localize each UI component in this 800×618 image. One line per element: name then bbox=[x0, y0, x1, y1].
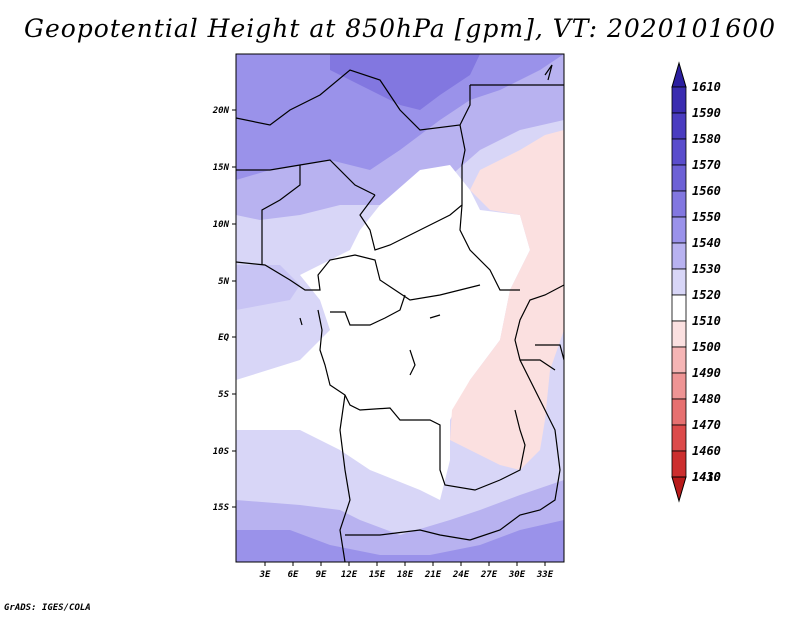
colorbar-segment bbox=[671, 138, 687, 166]
lon-label: 30E bbox=[508, 570, 526, 580]
lat-label: 10S bbox=[213, 447, 230, 457]
field-1500-east bbox=[450, 130, 564, 470]
colorbar-arrow-top bbox=[671, 61, 687, 88]
colorbar-segment bbox=[671, 164, 687, 192]
colorbar-label: 1590 bbox=[692, 106, 721, 120]
colorbar-segment bbox=[671, 372, 687, 400]
field-1510-center bbox=[236, 165, 530, 500]
colorbar-label: 1490 bbox=[692, 366, 721, 380]
lon-label: 6E bbox=[288, 570, 299, 580]
lon-label: 27E bbox=[480, 570, 498, 580]
colorbar-label: 1500 bbox=[692, 340, 721, 354]
lat-label: 15S bbox=[213, 503, 230, 513]
colorbar-label: 1610 bbox=[692, 80, 721, 94]
lon-label: 18E bbox=[397, 570, 414, 580]
colorbar-segment bbox=[671, 242, 687, 270]
colorbar-segment bbox=[671, 346, 687, 374]
colorbar-label: 1530 bbox=[692, 262, 721, 276]
colorbar-label: 1480 bbox=[692, 392, 721, 406]
lon-label: 15E bbox=[369, 570, 386, 580]
colorbar-label: 1410 bbox=[692, 470, 721, 484]
colorbar-label: 1510 bbox=[692, 314, 721, 328]
colorbar: 1610 1590 1580 1570 1560 1550 1540 1530 1520 1510… bbox=[671, 61, 721, 503]
colorbar-segment bbox=[671, 190, 687, 218]
map-title: Geopotential Height at 850hPa [gpm], VT:… bbox=[23, 14, 777, 43]
lat-label: 10N bbox=[213, 220, 230, 230]
lon-label: 24E bbox=[452, 570, 470, 580]
borders bbox=[236, 64, 564, 562]
colorbar-label: 1460 bbox=[692, 444, 721, 458]
lon-label: 12E bbox=[341, 570, 358, 580]
lon-label: 21E bbox=[424, 570, 442, 580]
lon-label: 3E bbox=[259, 570, 271, 580]
colorbar-segment bbox=[671, 398, 687, 426]
lat-label: 5N bbox=[218, 277, 229, 287]
lat-label: EQ bbox=[218, 333, 229, 343]
field-1540-south bbox=[236, 520, 564, 562]
colorbar-segment bbox=[671, 216, 687, 244]
colorbar-label: 1580 bbox=[692, 132, 721, 146]
field-1550-north bbox=[330, 54, 480, 110]
colorbar-segment bbox=[671, 424, 687, 452]
colorbar-label: 1560 bbox=[692, 184, 721, 198]
colorbar-segment bbox=[671, 294, 687, 322]
colorbar-segment bbox=[671, 86, 687, 114]
colorbar-label: 1550 bbox=[692, 210, 721, 224]
colorbar-segment bbox=[671, 450, 687, 478]
lat-label: 20N bbox=[212, 106, 230, 116]
colorbar-label: 1470 bbox=[692, 418, 721, 432]
colorbar-label: 1520 bbox=[692, 288, 721, 302]
colorbar-label: 1430 bbox=[692, 470, 721, 484]
map-frame bbox=[235, 53, 565, 563]
colorbar-label: 1570 bbox=[692, 158, 721, 172]
lon-axis: 3E 6E 9E 12E 15E 18E 21E 24E 27E 30E 33E bbox=[259, 562, 554, 580]
grads-credit: GrADS: IGES/COLA bbox=[4, 603, 91, 613]
lat-label: 5S bbox=[218, 390, 229, 400]
lon-label: 9E bbox=[316, 570, 327, 580]
colorbar-label: 1540 bbox=[692, 236, 721, 250]
lat-label: 15N bbox=[213, 163, 230, 173]
map-panel bbox=[236, 54, 564, 562]
colorbar-segment bbox=[671, 320, 687, 348]
colorbar-segment bbox=[671, 268, 687, 296]
colorbar-arrow-bottom bbox=[671, 476, 687, 503]
lon-label: 33E bbox=[536, 570, 554, 580]
colorbar-segment bbox=[671, 112, 687, 140]
lat-axis: 20N 15N 10N 5N EQ 5S 10S 15S bbox=[212, 106, 236, 513]
